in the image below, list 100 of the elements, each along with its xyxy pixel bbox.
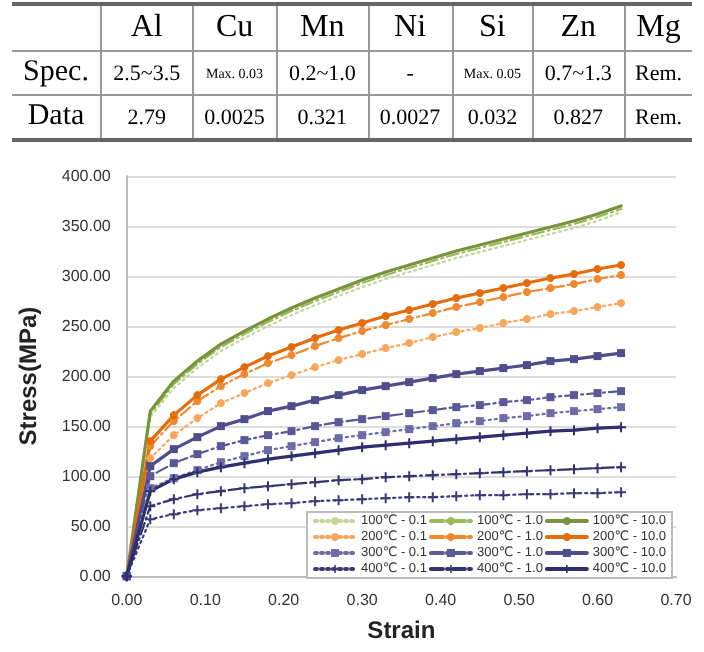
point <box>522 315 531 324</box>
point <box>334 326 343 335</box>
point <box>546 409 555 418</box>
point <box>428 300 437 309</box>
point <box>287 351 296 360</box>
point <box>381 344 390 353</box>
point <box>381 312 390 321</box>
point <box>240 452 249 461</box>
point <box>452 303 461 312</box>
point <box>357 474 368 485</box>
point <box>427 470 438 481</box>
point <box>333 445 344 456</box>
point <box>239 501 250 512</box>
point <box>593 389 602 398</box>
text: 0.2~1.0 <box>288 61 356 85</box>
point <box>145 514 156 525</box>
point <box>569 407 578 416</box>
y-tick-label: 100.00 <box>61 467 112 486</box>
point <box>617 387 626 396</box>
point <box>499 414 508 423</box>
point <box>428 374 437 383</box>
point <box>428 309 437 318</box>
point <box>569 355 578 364</box>
point <box>287 442 296 451</box>
point <box>452 403 461 412</box>
point <box>263 431 272 440</box>
point <box>216 422 225 431</box>
y-tick-label: 250.00 <box>61 317 112 336</box>
point <box>310 477 321 488</box>
point <box>215 462 226 473</box>
point <box>570 307 578 316</box>
point <box>263 446 272 455</box>
point <box>498 467 509 478</box>
point <box>381 428 390 437</box>
point <box>310 496 321 507</box>
point <box>358 386 367 395</box>
point <box>521 489 532 500</box>
point <box>239 458 250 469</box>
point <box>568 464 579 475</box>
point <box>310 448 321 459</box>
point <box>546 393 555 402</box>
point <box>216 399 225 408</box>
point <box>616 487 627 498</box>
point <box>381 412 390 421</box>
point <box>333 475 344 486</box>
x-tick-label: 0.70 <box>660 591 693 610</box>
text: 0.032 <box>467 105 518 129</box>
point <box>546 357 555 366</box>
point <box>570 280 578 289</box>
point <box>263 379 272 388</box>
point <box>193 450 202 459</box>
y-tick-label: 400.00 <box>61 167 112 185</box>
point <box>499 319 508 328</box>
point <box>405 425 414 434</box>
point <box>169 445 178 454</box>
x-tick-label: 0.30 <box>346 591 379 610</box>
point <box>617 271 626 280</box>
point <box>286 498 297 509</box>
point <box>334 418 343 427</box>
point <box>239 483 250 494</box>
point <box>262 499 273 510</box>
point <box>357 494 368 505</box>
x-tick-label: 0.10 <box>189 591 222 610</box>
text: 2.79 <box>127 105 166 129</box>
category-label: Spec. <box>23 56 89 88</box>
point <box>405 409 414 418</box>
point <box>592 463 603 474</box>
point <box>593 265 602 274</box>
point <box>405 315 414 324</box>
point <box>192 489 203 500</box>
point <box>240 363 249 372</box>
point <box>263 352 272 361</box>
point <box>475 417 484 426</box>
point <box>617 261 626 270</box>
point <box>358 431 367 440</box>
point <box>358 415 367 424</box>
point <box>193 414 202 423</box>
point <box>499 284 508 293</box>
point <box>311 396 320 405</box>
point <box>263 407 272 416</box>
point <box>474 490 485 501</box>
category-label: Mg <box>624 4 692 51</box>
point <box>546 274 555 283</box>
point <box>311 422 320 431</box>
point <box>428 406 437 415</box>
point <box>215 486 226 497</box>
category-label: Data <box>27 100 85 132</box>
point <box>240 389 249 398</box>
point <box>617 403 626 412</box>
point <box>287 343 296 352</box>
point <box>334 334 343 343</box>
point <box>146 462 155 471</box>
point <box>262 481 273 492</box>
point <box>168 494 179 505</box>
point <box>451 491 462 502</box>
point <box>452 328 461 337</box>
y-tick-label: 350.00 <box>61 217 112 236</box>
point <box>475 289 484 298</box>
point <box>569 391 578 400</box>
category-label: Al <box>101 4 193 51</box>
